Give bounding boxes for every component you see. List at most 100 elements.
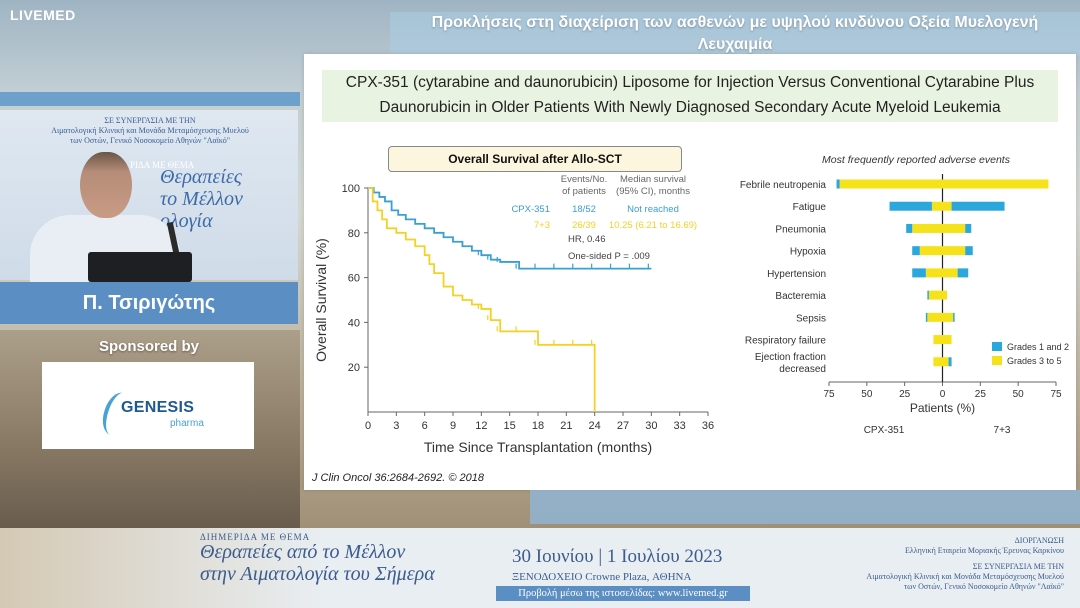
ae-bar-cpx-g35: [933, 357, 943, 367]
ae-bar-ctrl-g12: [965, 246, 973, 256]
table-header-1b: of patients: [562, 186, 606, 197]
ae-category-label: Hypoxia: [790, 247, 827, 258]
ae-x-tick-label: 25: [975, 389, 987, 400]
ae-x-label: Patients (%): [910, 401, 975, 415]
slide-title: CPX-351 (cytarabine and daunorubicin) Li…: [322, 70, 1058, 122]
ae-bar-cpx-g35: [839, 179, 943, 189]
sponsor-logo-box: [42, 362, 254, 449]
ae-category-label: Sepsis: [796, 313, 826, 324]
ae-legend-swatch: [992, 356, 1002, 365]
ae-x-tick-label: 75: [1050, 389, 1062, 400]
ae-bar-ctrl-g35: [942, 201, 952, 211]
x-tick-label: 15: [504, 420, 516, 432]
ae-legend-label: Grades 1 and 2: [1007, 342, 1069, 352]
event-date: 30 Ιουνίου | 1 Ιουλίου 2023: [512, 546, 723, 567]
x-tick-label: 33: [674, 420, 686, 432]
event-title: Θεραπείες από το Μέλλον στην Αιματολογία…: [200, 541, 435, 585]
ae-bar-ctrl-g35: [942, 268, 958, 278]
sponsor-name: GENESIS: [121, 399, 195, 416]
ae-bar-ctrl-g12: [957, 268, 969, 278]
x-tick-label: 30: [645, 420, 657, 432]
table-header-1a: Events/No.: [561, 174, 607, 185]
ae-right-label: 7+3: [994, 425, 1011, 436]
video-backdrop-text: Θεραπείες το Μέλλον ολογία: [160, 166, 243, 232]
x-tick-label: 24: [589, 420, 601, 432]
legend-median-0: Not reached: [627, 204, 679, 215]
annotation-0: HR, 0.46: [568, 234, 606, 245]
ae-category-label: Bacteremia: [775, 291, 826, 302]
ae-bar-ctrl-g35: [942, 335, 952, 345]
event-kicker: ΔΙΗΜΕΡΙΔΑ ΜΕ ΘΕΜΑ: [200, 532, 311, 542]
x-tick-label: 18: [532, 420, 544, 432]
decor-band: [530, 490, 1080, 524]
legend-median-1: 10.25 (6.21 to 16.69): [609, 220, 697, 231]
laptop: [88, 252, 192, 282]
title-band: [390, 12, 1080, 56]
y-tick-label: 60: [348, 273, 360, 285]
ae-bar-ctrl-g12: [951, 201, 1005, 211]
ae-title: Most frequently reported adverse events: [822, 154, 1011, 166]
x-tick-label: 36: [702, 420, 714, 432]
y-tick-label: 20: [348, 362, 360, 374]
ae-bar-cpx-g35: [928, 290, 943, 300]
ae-legend-label: Grades 3 to 5: [1007, 356, 1062, 366]
annotation-1: One-sided P = .009: [568, 251, 650, 262]
x-tick-label: 27: [617, 420, 629, 432]
ae-bar-cpx-g35: [927, 312, 943, 322]
livemed-logo: LIVEMED: [10, 7, 76, 23]
legend-name-1: 7+3: [534, 220, 550, 231]
ae-left-label: CPX-351: [864, 425, 905, 436]
event-website[interactable]: Προβολή μέσω της ιστοσελίδας: www.liveme…: [496, 586, 750, 601]
ae-x-tick-label: 25: [899, 389, 911, 400]
x-tick-label: 9: [450, 420, 456, 432]
video-banner: ΣΕ ΣΥΝΕΡΓΑΣΙΑ ΜΕ ΤΗΝ Αιματολογική Κλινικ…: [51, 116, 249, 170]
table-header-2b: (95% CI), months: [616, 186, 690, 197]
x-tick-label: 0: [365, 420, 371, 432]
ae-bar-ctrl-g35: [942, 357, 949, 367]
ae-bar-cpx-g12: [925, 312, 928, 322]
ae-x-tick-label: 75: [823, 389, 835, 400]
ae-bar-cpx-g12: [927, 290, 929, 300]
km-title: Overall Survival after Allo-SCT: [388, 146, 682, 172]
y-tick-label: 80: [348, 228, 360, 240]
ae-bar-ctrl-g12: [965, 223, 972, 233]
ae-x-tick-label: 50: [1013, 389, 1025, 400]
speaker-name: Π. Τσιριγώτης: [0, 282, 298, 324]
ae-legend-swatch: [992, 342, 1002, 351]
ae-x-tick-label: 0: [940, 389, 946, 400]
organizers: ΔΙΟΡΓΑΝΩΣΗ Ελληνική Εταιρεία Μοριακής Έρ…: [866, 536, 1064, 591]
x-tick-label: 12: [475, 420, 487, 432]
ae-bar-cpx-g12: [912, 268, 926, 278]
y-axis-label: Overall Survival (%): [313, 238, 329, 362]
citation: J Clin Oncol 36:2684-2692. © 2018: [312, 472, 484, 484]
ae-x-tick-label: 50: [861, 389, 873, 400]
x-tick-label: 21: [560, 420, 572, 432]
x-tick-label: 3: [393, 420, 399, 432]
ae-bar-cpx-g35: [931, 201, 943, 211]
decor-strip: [0, 92, 300, 106]
km-curve-0: [368, 187, 652, 270]
sponsored-label: Sponsored by: [98, 338, 199, 355]
ae-bar-cpx-g35: [933, 335, 943, 345]
ae-category-label: Fatigue: [793, 202, 827, 213]
ae-bar-ctrl-g35: [942, 246, 966, 256]
km-curve-1: [368, 187, 596, 412]
ae-category-label: Febrile neutropenia: [740, 180, 827, 191]
adverse-events-chart: Most frequently reported adverse events 7…: [740, 154, 1069, 436]
speaker-head: [80, 152, 132, 218]
y-tick-label: 100: [342, 183, 360, 195]
ae-category-label: Ejection fraction: [755, 352, 826, 363]
event-venue: ΞΕΝΟΔΟΧΕΙΟ Crowne Plaza, ΑΘΗΝΑ: [512, 571, 692, 583]
ae-bar-cpx-g35: [919, 246, 943, 256]
table-header-2a: Median survival: [620, 174, 686, 185]
page-title: Προκλήσεις στη διαχείριση των ασθενών με…: [431, 14, 1039, 53]
ae-bar-cpx-g12: [906, 223, 913, 233]
y-tick-label: 40: [348, 317, 360, 329]
legend-events-1: 26/39: [572, 220, 596, 231]
ae-bar-cpx-g35: [912, 223, 943, 233]
x-tick-label: 6: [422, 420, 428, 432]
legend-name-0: CPX-351: [511, 204, 550, 215]
ae-bar-ctrl-g12: [948, 357, 952, 367]
ae-bar-cpx-g35: [925, 268, 943, 278]
